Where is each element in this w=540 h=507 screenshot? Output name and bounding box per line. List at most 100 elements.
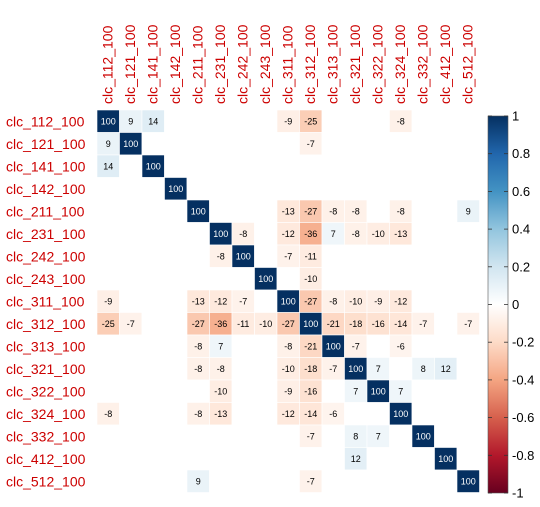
heatmap-cell (141, 379, 165, 403)
cell-value-label: -7 (352, 341, 360, 351)
heatmap-cell (366, 402, 390, 426)
heatmap-cell (456, 289, 480, 313)
heatmap-cell (434, 289, 458, 313)
y-tick-label: clc_321_100 (6, 361, 86, 377)
heatmap-cell (321, 177, 345, 201)
colorbar-tick-label: -0.2 (512, 335, 534, 350)
cell-value-label: -14 (394, 319, 407, 329)
heatmap-cell (411, 334, 435, 358)
colorbar-tick-label: 0.6 (512, 184, 530, 199)
heatmap-cell (141, 199, 165, 223)
heatmap-cell (231, 199, 255, 223)
heatmap-cell (456, 357, 480, 381)
y-tick-label: clc_141_100 (6, 158, 86, 174)
heatmap-cell (186, 154, 210, 178)
cell-value-label: -13 (394, 229, 407, 239)
cell-value-label: 7 (218, 341, 223, 351)
heatmap-cell (119, 177, 143, 201)
heatmap-cell (411, 109, 435, 133)
y-tick-label: clc_324_100 (6, 406, 86, 422)
heatmap-cell (411, 222, 435, 246)
y-tick-label: clc_231_100 (6, 226, 86, 242)
cell-value-label: 100 (348, 364, 363, 374)
cell-value-label: 9 (106, 139, 111, 149)
cell-value-label: -9 (374, 296, 382, 306)
heatmap-cell (231, 357, 255, 381)
heatmap-cell (434, 132, 458, 156)
heatmap-cell (254, 154, 278, 178)
cell-value-label: -13 (282, 206, 295, 216)
heatmap-cell (164, 312, 188, 336)
heatmap-cells: 100 9 14 -9 -25 -8 9 100 -7 14 100 100 100 -13 -27 -8 -8… (96, 109, 480, 493)
heatmap-cell (209, 267, 233, 291)
y-tick-label: clc_311_100 (6, 293, 85, 309)
heatmap-cell (366, 334, 390, 358)
heatmap-cell (366, 132, 390, 156)
heatmap-cell (186, 379, 210, 403)
heatmap-cell (141, 424, 165, 448)
heatmap-cell (434, 154, 458, 178)
heatmap-cell (186, 222, 210, 246)
cell-value-label: -10 (259, 319, 272, 329)
heatmap-cell (164, 334, 188, 358)
heatmap-cell (321, 109, 345, 133)
cell-value-label: -9 (284, 116, 292, 126)
y-tick-label: clc_412_100 (6, 451, 86, 467)
heatmap-cell (119, 244, 143, 268)
heatmap-cell (209, 447, 233, 471)
cell-value-label: -27 (304, 296, 317, 306)
heatmap-cell (119, 469, 143, 493)
heatmap-cell (96, 357, 120, 381)
y-axis-labels: clc_112_100 clc_121_100 clc_141_100 clc_142… (6, 113, 86, 489)
heatmap-cell (141, 469, 165, 493)
cell-value-label: -6 (397, 341, 405, 351)
heatmap-cell (389, 154, 413, 178)
heatmap-cell (276, 177, 300, 201)
y-tick-label: clc_142_100 (6, 181, 86, 197)
heatmap-cell (389, 177, 413, 201)
cell-value-label: 9 (466, 206, 471, 216)
heatmap-cell (209, 177, 233, 201)
cell-value-label: -13 (192, 296, 205, 306)
heatmap-cell (366, 267, 390, 291)
heatmap-cell (389, 244, 413, 268)
heatmap-cell (119, 199, 143, 223)
cell-value-label: -18 (349, 319, 362, 329)
cell-value-label: -8 (352, 229, 360, 239)
cell-value-label: 100 (371, 386, 386, 396)
heatmap-cell (119, 267, 143, 291)
heatmap-cell (254, 402, 278, 426)
heatmap-cell (119, 222, 143, 246)
cell-value-label: 100 (146, 161, 161, 171)
cell-value-label: -27 (282, 319, 295, 329)
heatmap-cell (164, 199, 188, 223)
cell-value-label: -8 (397, 116, 405, 126)
cell-value-label: 12 (351, 454, 361, 464)
heatmap-cell (456, 109, 480, 133)
cell-value-label: 100 (168, 184, 183, 194)
cell-value-label: -8 (217, 364, 225, 374)
heatmap-cell (434, 424, 458, 448)
heatmap-cell (164, 267, 188, 291)
cell-value-label: -14 (304, 409, 317, 419)
heatmap-cell (96, 177, 120, 201)
heatmap-cell (119, 357, 143, 381)
heatmap-cell (344, 177, 368, 201)
heatmap-cell (141, 244, 165, 268)
heatmap-cell (434, 402, 458, 426)
x-tick-label: clc_313_100 (324, 24, 340, 104)
cell-value-label: 7 (376, 431, 381, 441)
heatmap-cell (141, 289, 165, 313)
heatmap-cell (164, 109, 188, 133)
heatmap-cell (254, 132, 278, 156)
heatmap-cell (141, 447, 165, 471)
heatmap-cell (411, 447, 435, 471)
heatmap-cell (119, 289, 143, 313)
heatmap-cell (209, 469, 233, 493)
cell-value-label: 100 (326, 341, 341, 351)
cell-value-label: -8 (284, 341, 292, 351)
heatmap-cell (456, 177, 480, 201)
heatmap-cell (434, 109, 458, 133)
heatmap-cell (344, 109, 368, 133)
heatmap-cell (119, 334, 143, 358)
